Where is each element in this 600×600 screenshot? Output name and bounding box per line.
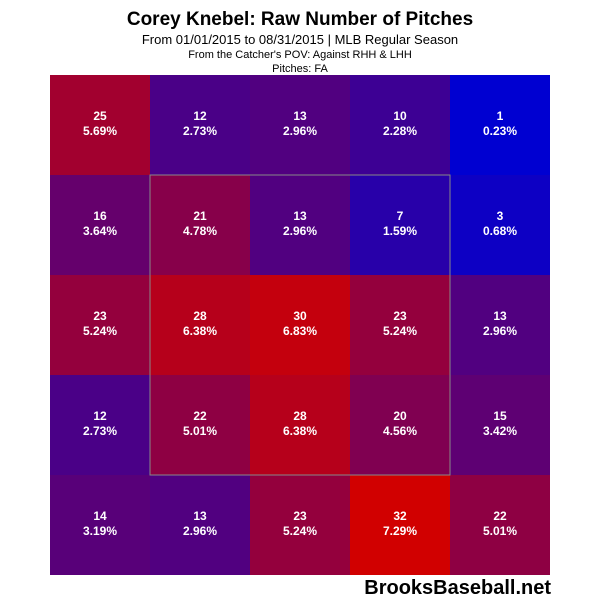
heatmap-cell-r2-c5 [450,175,550,275]
chart-title: Corey Knebel: Raw Number of Pitches [126,9,474,30]
cell-count-label: 22 [193,409,207,423]
cell-count-label: 3 [497,209,504,223]
cell-count-label: 22 [493,509,507,523]
cell-count-label: 13 [293,209,307,223]
cell-percent-label: 4.56% [383,424,417,438]
heatmap-cell-r1-c5 [450,75,550,175]
heatmap-cell-r3-c4 [350,275,450,375]
cell-count-label: 15 [493,409,507,423]
heatmap-cell-r2-c3 [250,175,350,275]
heatmap-cell-r5-c5 [450,475,550,575]
cell-percent-label: 2.96% [283,224,317,238]
heatmap-cell-r5-c3 [250,475,350,575]
cell-percent-label: 6.38% [283,424,317,438]
cell-count-label: 30 [293,309,307,323]
heatmap-cell-r1-c2 [150,75,250,175]
cell-percent-label: 5.01% [483,524,517,538]
cell-percent-label: 2.73% [83,424,117,438]
cell-percent-label: 5.24% [383,324,417,338]
cell-percent-label: 2.96% [483,324,517,338]
heatmap-cell-r1-c4 [350,75,450,175]
heatmap-cell-r4-c2 [150,375,250,475]
heatmap-cell-r2-c2 [150,175,250,275]
cell-percent-label: 0.68% [483,224,517,238]
cell-percent-label: 2.73% [183,124,217,138]
cell-percent-label: 0.23% [483,124,517,138]
cell-percent-label: 6.83% [283,324,317,338]
cell-count-label: 14 [93,509,107,523]
heatmap-cell-r3-c3 [250,275,350,375]
heatmap-cell-r1-c3 [250,75,350,175]
cell-percent-label: 5.24% [83,324,117,338]
cell-percent-label: 5.01% [183,424,217,438]
pov-note: From the Catcher's POV: Against RHH & LH… [188,49,412,61]
cell-count-label: 12 [193,109,207,123]
cell-count-label: 13 [293,109,307,123]
heatmap-cell-r4-c4 [350,375,450,475]
cell-percent-label: 5.69% [83,124,117,138]
heatmap-cell-r5-c4 [350,475,450,575]
watermark: BrooksBaseball.net [364,577,551,599]
cell-count-label: 12 [93,409,107,423]
cell-percent-label: 7.29% [383,524,417,538]
cell-percent-label: 1.59% [383,224,417,238]
heatmap-cell-r4-c5 [450,375,550,475]
cell-count-label: 25 [93,109,107,123]
cell-count-label: 21 [193,209,207,223]
cell-count-label: 28 [193,309,207,323]
cell-percent-label: 2.96% [283,124,317,138]
heatmap-cell-r3-c5 [450,275,550,375]
cell-percent-label: 2.28% [383,124,417,138]
cell-percent-label: 3.64% [83,224,117,238]
cell-percent-label: 3.42% [483,424,517,438]
pitch-type-note: Pitches: FA [272,63,328,75]
cell-count-label: 20 [393,409,407,423]
heatmap-cell-r4-c1 [50,375,150,475]
heatmap-cell-r4-c3 [250,375,350,475]
heatmap-cell-r2-c4 [350,175,450,275]
cell-count-label: 1 [497,109,504,123]
cell-count-label: 13 [193,509,207,523]
cell-count-label: 7 [397,209,404,223]
cell-percent-label: 4.78% [183,224,217,238]
cell-count-label: 10 [393,109,407,123]
heatmap-cell-r5-c2 [150,475,250,575]
cell-count-label: 23 [393,309,407,323]
cell-percent-label: 5.24% [283,524,317,538]
heatmap-cell-r3-c2 [150,275,250,375]
chart-subtitle: From 01/01/2015 to 08/31/2015 | MLB Regu… [141,32,459,47]
heatmap-cell-r5-c1 [50,475,150,575]
cell-count-label: 28 [293,409,307,423]
cell-count-label: 13 [493,309,507,323]
cell-count-label: 16 [93,209,107,223]
cell-count-label: 32 [393,509,407,523]
cell-percent-label: 3.19% [83,524,117,538]
cell-percent-label: 6.38% [183,324,217,338]
heatmap-cell-r1-c1 [50,75,150,175]
cell-count-label: 23 [93,309,107,323]
cell-percent-label: 2.96% [183,524,217,538]
cell-count-label: 23 [293,509,307,523]
heatmap-cell-r2-c1 [50,175,150,275]
strike-zone-outline [149,174,451,476]
heatmap-cell-r3-c1 [50,275,150,375]
